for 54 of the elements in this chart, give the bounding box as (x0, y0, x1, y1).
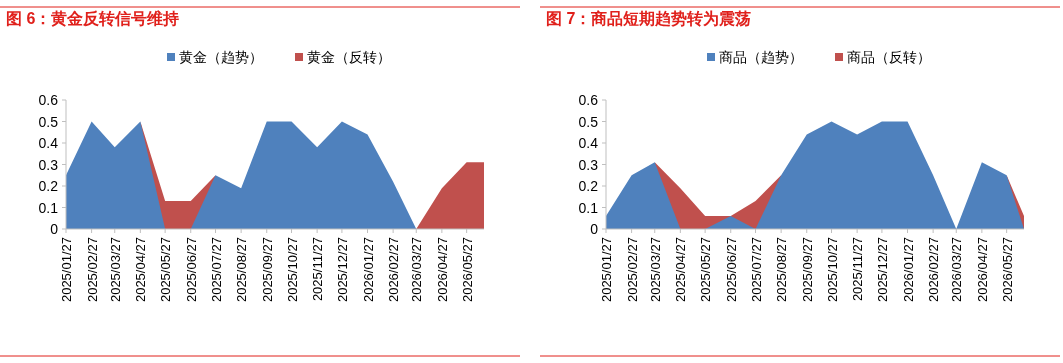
y-tick-label: 0.6 (38, 92, 59, 108)
y-tick-label: 0 (50, 221, 59, 237)
x-tick-label: 2026/03/27 (949, 237, 965, 303)
x-tick-label: 2026/02/27 (926, 237, 942, 303)
y-tick-label: 0.4 (38, 135, 59, 151)
x-tick-label: 2025/08/27 (774, 237, 790, 303)
x-tick-label: 2025/02/27 (84, 237, 100, 303)
x-tick-label: 2025/07/27 (748, 237, 764, 303)
x-tick-label: 2025/05/27 (698, 237, 714, 303)
x-tick-label: 2025/04/27 (673, 237, 689, 303)
y-tick-label: 0 (590, 221, 599, 237)
y-tick-label: 0.2 (38, 178, 59, 194)
x-tick-label: 2025/06/27 (183, 237, 199, 303)
legend-label: 黄金（趋势） (179, 49, 263, 65)
x-tick-label: 2025/05/27 (158, 237, 174, 303)
x-tick-label: 2026/05/27 (459, 237, 475, 303)
y-tick-label: 0.6 (578, 92, 599, 108)
x-tick-label: 2025/02/27 (624, 237, 640, 303)
x-tick-label: 2025/08/27 (234, 237, 250, 303)
y-tick-label: 0.1 (38, 199, 59, 216)
y-tick-label: 0.5 (578, 113, 599, 130)
x-tick-label: 2025/12/27 (874, 237, 890, 303)
chart-title: 图 7：商品短期趋势转为震荡 (546, 10, 752, 27)
legend-label: 商品（趋势） (719, 49, 803, 65)
x-tick-label: 2025/01/27 (599, 237, 614, 303)
y-tick-label: 0.2 (578, 178, 599, 194)
x-tick-label: 2025/09/27 (799, 237, 815, 303)
x-tick-label: 2026/01/27 (900, 237, 916, 303)
x-tick-label: 2025/03/27 (647, 237, 663, 303)
x-tick-label: 2025/12/27 (334, 237, 350, 303)
x-tick-label: 2026/05/27 (999, 237, 1015, 303)
chart-title: 图 6：黄金反转信号维持 (6, 10, 180, 27)
y-tick-label: 0.3 (578, 156, 599, 173)
x-tick-label: 2025/11/27 (310, 237, 326, 302)
legend-label: 黄金（反转） (307, 49, 391, 65)
x-tick-label: 2025/07/27 (208, 237, 224, 303)
x-tick-label: 2026/04/27 (974, 237, 990, 303)
x-tick-label: 2025/01/27 (59, 237, 74, 303)
legend-label: 商品（反转） (847, 49, 931, 65)
x-tick-label: 2025/10/27 (284, 237, 300, 303)
x-tick-label: 2025/03/27 (107, 237, 123, 303)
y-tick-label: 0.5 (38, 113, 59, 130)
x-tick-label: 2025/11/27 (850, 237, 866, 302)
x-tick-label: 2026/03/27 (409, 237, 425, 303)
y-tick-label: 0.3 (38, 156, 59, 173)
x-tick-label: 2025/09/27 (259, 237, 275, 303)
x-tick-label: 2025/10/27 (824, 237, 840, 303)
x-tick-label: 2025/06/27 (723, 237, 739, 303)
x-tick-label: 2026/01/27 (360, 237, 376, 303)
x-tick-label: 2025/04/27 (133, 237, 149, 303)
y-tick-label: 0.4 (578, 135, 599, 151)
x-tick-label: 2026/04/27 (434, 237, 450, 303)
x-tick-label: 2026/02/27 (386, 237, 402, 303)
y-tick-label: 0.1 (578, 199, 599, 216)
